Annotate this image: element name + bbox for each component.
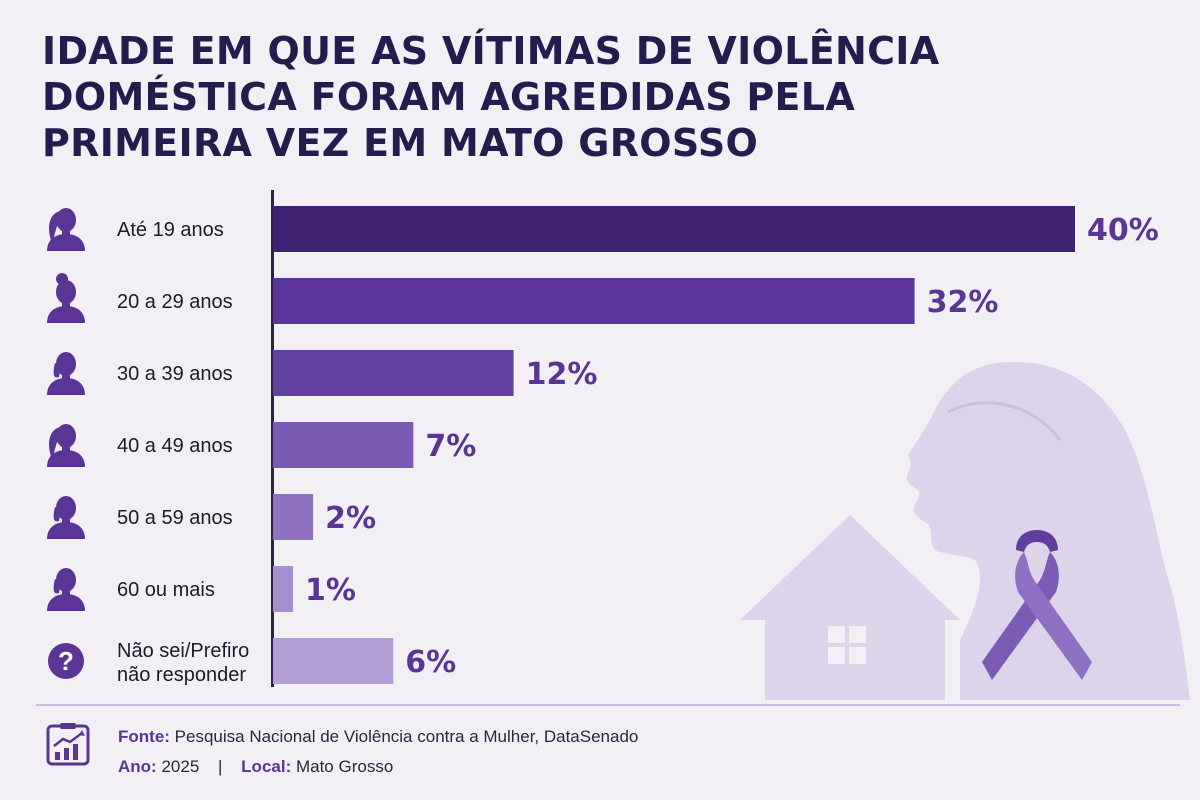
value-label: 40% (1087, 213, 1159, 248)
bar (273, 206, 1075, 252)
chart-report-icon (46, 723, 90, 766)
woman-ponytail-icon (47, 424, 85, 467)
woman-profile-icon (906, 361, 1190, 700)
house-icon (740, 515, 960, 700)
woman-ponytail-icon (47, 208, 85, 251)
bar (273, 566, 294, 612)
question-mark-icon: ? (48, 643, 84, 679)
chart-title: IDADE EM QUE AS VÍTIMAS DE VIOLÊNCIA DOM… (42, 29, 940, 165)
axis-line (271, 190, 274, 687)
footer-meta: Ano: 2025 | Local: Mato Grosso (118, 757, 393, 777)
bar (273, 422, 414, 468)
category-label: 60 ou mais (117, 579, 215, 601)
source-label: Fonte: (118, 727, 170, 746)
footer-divider (36, 704, 1180, 706)
category-label: 50 a 59 anos (117, 507, 233, 529)
source-text: Pesquisa Nacional de Violência contra a … (174, 727, 639, 746)
value-label: 1% (305, 573, 356, 608)
value-label: 6% (405, 645, 456, 680)
woman-short-hair-icon (47, 352, 85, 395)
category-label: Não sei/Prefiro não responder (117, 640, 249, 686)
value-label: 32% (927, 285, 999, 320)
bar (273, 278, 915, 324)
bar (273, 638, 394, 684)
footer-source: Fonte: Pesquisa Nacional de Violência co… (118, 727, 638, 747)
place-value: Mato Grosso (295, 757, 394, 776)
svg-text:?: ? (58, 646, 74, 676)
category-label: Até 19 anos (117, 219, 224, 241)
category-icons: ? (47, 208, 85, 679)
category-label: 30 a 39 anos (117, 363, 233, 385)
category-label: 20 a 29 anos (117, 291, 233, 313)
year-value: 2025 (161, 757, 200, 776)
category-label: 40 a 49 anos (117, 435, 233, 457)
woman-bun-icon (47, 273, 85, 323)
value-label: 12% (526, 357, 598, 392)
value-label: 7% (425, 429, 476, 464)
awareness-ribbon-icon (982, 530, 1092, 680)
footer-separator: | (218, 757, 223, 776)
woman-short-hair-icon (47, 568, 85, 611)
bar-chart: ? 40% Até 19 anos 32% 20 a 29 anos 12% 30 a 3… (47, 206, 1159, 686)
bars: 40% Até 19 anos 32% 20 a 29 anos 12% 30 a 39 … (117, 206, 1159, 686)
place-label: Local: (241, 757, 292, 776)
value-label: 2% (325, 501, 376, 536)
woman-short-hair-icon (47, 496, 85, 539)
bar (273, 494, 314, 540)
bar (273, 350, 514, 396)
year-label: Ano: (118, 757, 157, 776)
